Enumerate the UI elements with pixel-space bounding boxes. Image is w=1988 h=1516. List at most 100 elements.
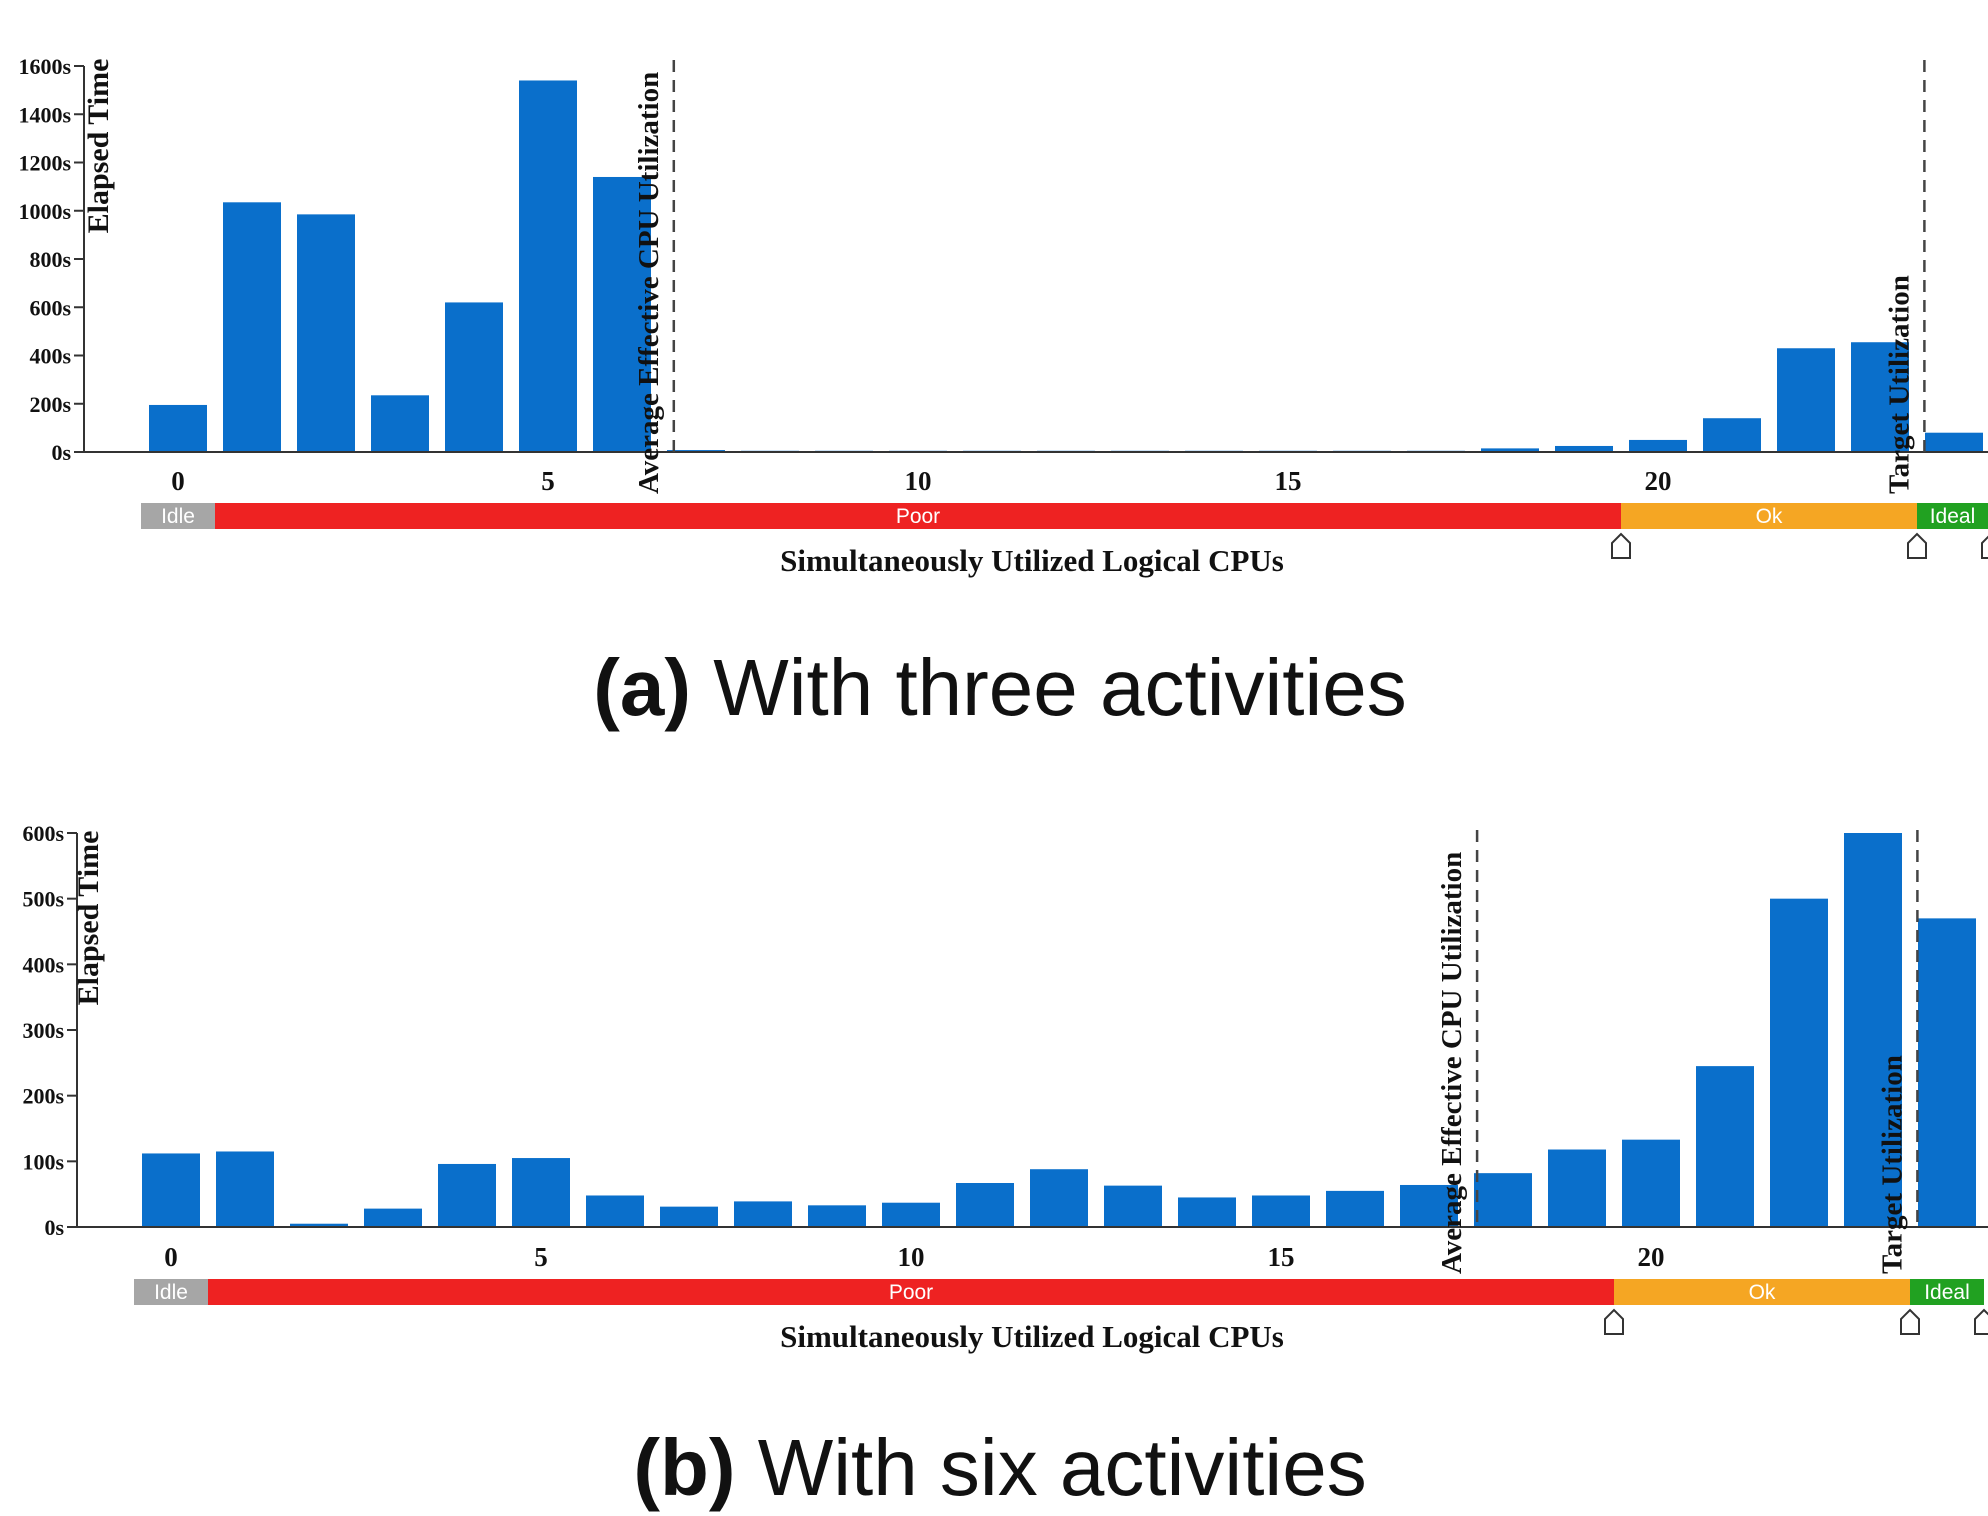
bar (1844, 833, 1902, 1227)
y-tick-label: 600s (29, 295, 71, 320)
caption: (b) With six activities (633, 1423, 1366, 1512)
utilization-band (1614, 1279, 1910, 1305)
bar (1851, 342, 1909, 452)
caption-letter: (b) (633, 1423, 735, 1512)
bar (364, 1208, 422, 1227)
bar (956, 1183, 1014, 1227)
x-axis-title: Simultaneously Utilized Logical CPUs (780, 1319, 1284, 1354)
y-axis-title: Elapsed Time (72, 831, 105, 1006)
bar (438, 1163, 496, 1227)
caption-letter: (a) (593, 643, 691, 732)
utilization-band-label: Idle (161, 505, 195, 528)
band-boundary-handle (1974, 1308, 1988, 1335)
bar (1252, 1195, 1310, 1227)
y-tick-label: 400s (22, 952, 64, 977)
marker-label: Target Utilization (1883, 275, 1915, 494)
band-boundary-handle (1981, 535, 1988, 559)
x-tick-label: 20 (1645, 466, 1672, 496)
y-tick-label: 300s (22, 1018, 64, 1043)
y-tick-label: 200s (22, 1084, 64, 1109)
marker-label: Average Effective CPU Utilization (633, 72, 665, 494)
bar (660, 1206, 718, 1227)
bar (142, 1153, 200, 1227)
bar (1400, 1184, 1458, 1227)
bar (1481, 448, 1539, 452)
bar (1474, 1173, 1532, 1227)
caption-space (691, 643, 713, 732)
y-tick-label: 0s (51, 440, 71, 465)
x-tick-label: 15 (1268, 1242, 1295, 1272)
utilization-band-label: Idle (154, 1281, 188, 1304)
bar (149, 404, 207, 452)
bar (586, 1195, 644, 1227)
y-tick-label: 0s (44, 1215, 64, 1240)
bar (808, 1205, 866, 1227)
bar (1030, 1169, 1088, 1227)
marker-label: Target Utilization (1876, 1055, 1908, 1274)
bar (371, 395, 429, 452)
utilization-band-label: Ok (1756, 505, 1783, 528)
y-tick-label: 1600s (18, 54, 71, 79)
band-boundary-handle (1900, 1308, 1920, 1335)
y-tick-label: 200s (29, 392, 71, 417)
utilization-band (208, 1279, 1614, 1305)
y-tick-label: 400s (29, 344, 71, 369)
x-tick-label: 0 (171, 466, 185, 496)
bar (1925, 432, 1983, 452)
utilization-band-label: Ok (1749, 1281, 1776, 1304)
utilization-band-label: Ideal (1930, 505, 1976, 528)
caption: (a) With three activities (593, 643, 1407, 732)
x-tick-label: 0 (164, 1242, 178, 1272)
bar (223, 202, 281, 452)
bar (1696, 1066, 1754, 1227)
utilization-band-label: Poor (889, 1281, 933, 1304)
x-tick-label: 20 (1638, 1242, 1665, 1272)
x-tick-label: 10 (898, 1242, 925, 1272)
caption-text: With three activities (713, 643, 1407, 732)
bar (445, 302, 503, 452)
panel-a: 0s 200s 400s 600s 800s 1000s 1200s 1400s 1600s 0 5… (18, 54, 1988, 732)
bar (1777, 348, 1835, 452)
y-tick-label: 600s (22, 821, 64, 846)
utilization-band-label: Ideal (1924, 1281, 1970, 1304)
bar (297, 214, 355, 452)
bar (216, 1151, 274, 1227)
bar (519, 80, 577, 452)
marker-label: Average Effective CPU Utilization (1436, 852, 1468, 1274)
bar (1770, 898, 1828, 1227)
bar (290, 1223, 348, 1227)
utilization-band (215, 503, 1621, 529)
y-tick-label: 1200s (18, 151, 71, 176)
y-tick-label: 500s (22, 887, 64, 912)
bar (1629, 439, 1687, 452)
y-axis-title: Elapsed Time (82, 59, 115, 234)
bar (1703, 418, 1761, 452)
x-tick-label: 10 (905, 466, 932, 496)
utilization-band (141, 503, 215, 529)
x-tick-label: 15 (1275, 466, 1302, 496)
y-tick-label: 100s (22, 1149, 64, 1174)
x-axis-title: Simultaneously Utilized Logical CPUs (780, 543, 1284, 578)
bar (1548, 1149, 1606, 1227)
caption-space (735, 1423, 757, 1512)
y-tick-label: 1000s (18, 199, 71, 224)
y-tick-label: 1400s (18, 102, 71, 127)
bar (1104, 1185, 1162, 1227)
utilization-band (1621, 503, 1917, 529)
panel-b: 0s 100s 200s 300s 400s 500s 600s 0 5 10 15 20 Elapse… (22, 821, 1988, 1512)
band-boundary-handle (1604, 1308, 1624, 1335)
y-tick-label: 800s (29, 247, 71, 272)
x-tick-label: 5 (534, 1242, 548, 1272)
bar (512, 1158, 570, 1227)
bar (882, 1202, 940, 1227)
utilization-band (134, 1279, 208, 1305)
band-boundary-handle (1611, 532, 1631, 559)
bar (593, 176, 651, 452)
bar (734, 1201, 792, 1227)
bar (1178, 1197, 1236, 1227)
utilization-band-label: Poor (896, 505, 940, 528)
bar (1326, 1190, 1384, 1227)
bar (1918, 918, 1976, 1227)
bar (1555, 445, 1613, 452)
